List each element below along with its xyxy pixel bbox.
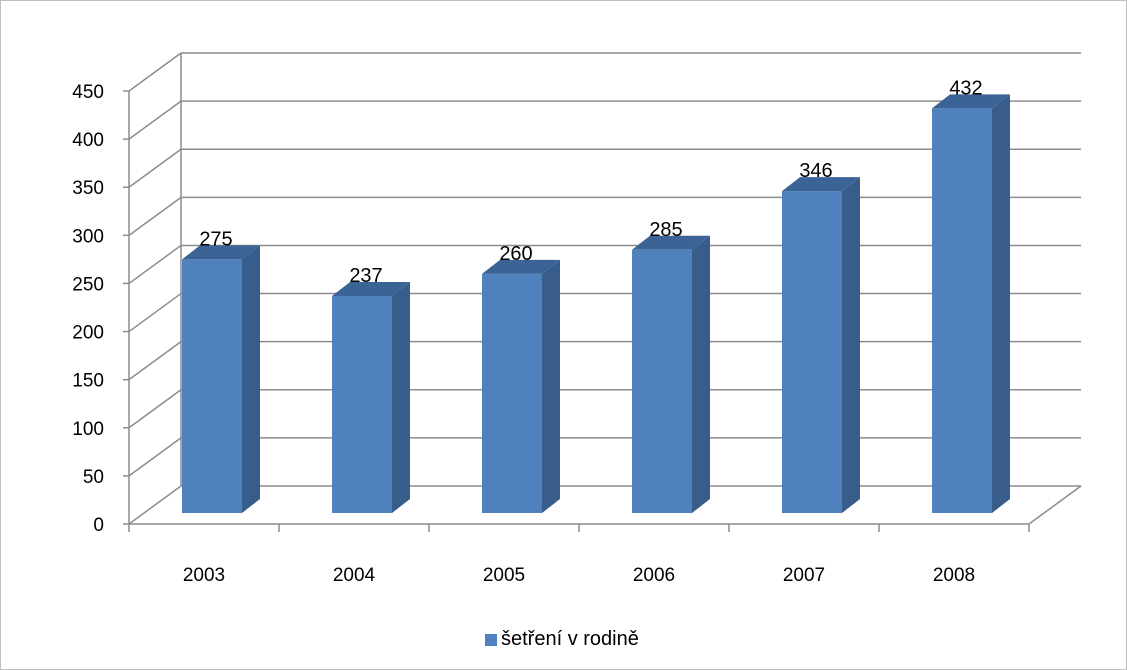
y-tick-label: 0: [93, 515, 104, 536]
y-tick-label: 400: [72, 130, 104, 151]
bar-top: [632, 235, 710, 250]
bar-side: [542, 259, 560, 513]
gridline-side: [128, 148, 182, 188]
bar-top: [482, 259, 560, 274]
gridline-side: [128, 341, 182, 381]
bar: [482, 259, 560, 513]
bar-front: [782, 191, 842, 513]
bar: [932, 94, 1010, 513]
x-axis-ticks: 2003 2004 2005 2006 2007 2008: [128, 524, 1030, 586]
bar-front: [482, 273, 542, 513]
x-tick-label: 2004: [333, 565, 376, 586]
gridline-side: [128, 437, 182, 477]
y-tick-label: 450: [72, 82, 104, 103]
bar-top: [332, 281, 410, 296]
gridline-side: [128, 485, 182, 525]
bar-side: [692, 235, 710, 513]
y-axis-ticks: 0 50 100 150 200 250 300 350 400 450: [72, 82, 129, 536]
y-tick-label: 250: [72, 274, 104, 295]
data-label: 275: [199, 228, 232, 250]
gridline-side: [128, 100, 182, 140]
x-tick-label: 2005: [483, 565, 525, 586]
x-tick-label: 2008: [933, 565, 975, 586]
bar-side: [992, 94, 1010, 513]
y-tick-label: 350: [72, 178, 104, 199]
legend-label: šetření v rodině: [501, 628, 639, 650]
x-tick-label: 2007: [783, 565, 825, 586]
x-tick-label: 2006: [633, 565, 675, 586]
gridline-side: [128, 196, 182, 236]
legend-swatch: [485, 634, 497, 646]
bar-front: [632, 249, 692, 513]
y-tick-label: 150: [72, 371, 104, 392]
gridline-side: [128, 389, 182, 429]
data-labels: 275 237 260 285 346 432: [199, 77, 982, 287]
bar-top: [182, 245, 260, 260]
bar: [182, 245, 260, 513]
gridline-side: [128, 244, 182, 285]
gridline-side: [128, 52, 182, 92]
bar-top: [932, 94, 1010, 109]
bar-side: [842, 177, 860, 513]
y-tick-label: 300: [72, 226, 104, 247]
data-label: 346: [799, 160, 832, 182]
floor-right-edge: [1028, 485, 1082, 525]
legend: šetření v rodině: [485, 628, 639, 650]
bar-top: [782, 177, 860, 192]
bar: [632, 235, 710, 513]
data-label: 432: [949, 77, 982, 99]
gridline-side: [128, 292, 182, 333]
gridlines: [128, 52, 1081, 525]
y-tick-label: 50: [83, 467, 104, 488]
data-label: 260: [499, 243, 532, 265]
bar-side: [242, 245, 260, 513]
data-label: 237: [349, 265, 382, 287]
bar-side: [392, 281, 410, 513]
bars: [182, 94, 1010, 513]
bar: [332, 281, 410, 513]
bar-front: [182, 259, 242, 513]
y-tick-label: 100: [72, 419, 104, 440]
x-tick-label: 2003: [183, 565, 225, 586]
y-tick-label: 200: [72, 323, 104, 344]
data-label: 285: [649, 219, 682, 241]
bar: [782, 177, 860, 513]
bar-front: [932, 108, 992, 513]
bar-front: [332, 295, 392, 513]
